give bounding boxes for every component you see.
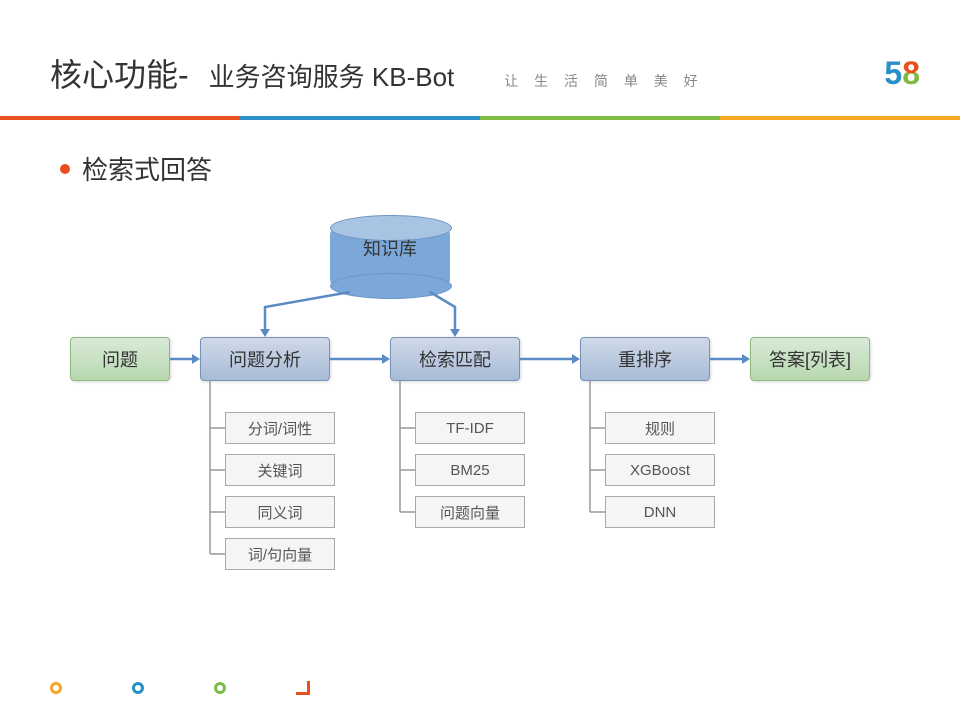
section-title: 检索式回答: [0, 120, 960, 197]
footer-dot-2: [214, 682, 226, 694]
slogan: 让 生 活 简 单 美 好: [504, 71, 703, 91]
arrow-5: [50, 197, 910, 617]
footer-dots: [50, 681, 310, 695]
flowchart-diagram: 知识库问题问题分析检索匹配重排序答案[列表]分词/词性关键词同义词词/句向量TF…: [50, 197, 910, 617]
title-sub: 业务咨询服务 KB-Bot: [209, 57, 455, 94]
section-title-text: 检索式回答: [82, 150, 212, 187]
footer-dot-0: [50, 682, 62, 694]
footer-dot-3: [296, 681, 310, 695]
title-main: 核心功能-: [50, 50, 189, 96]
color-stripe: [0, 116, 960, 120]
slide-header: 核心功能- 业务咨询服务 KB-Bot 让 生 活 简 单 美 好: [0, 0, 960, 116]
bullet-icon: [60, 164, 70, 174]
footer-dot-1: [132, 682, 144, 694]
logo-58: 588: [884, 55, 920, 92]
